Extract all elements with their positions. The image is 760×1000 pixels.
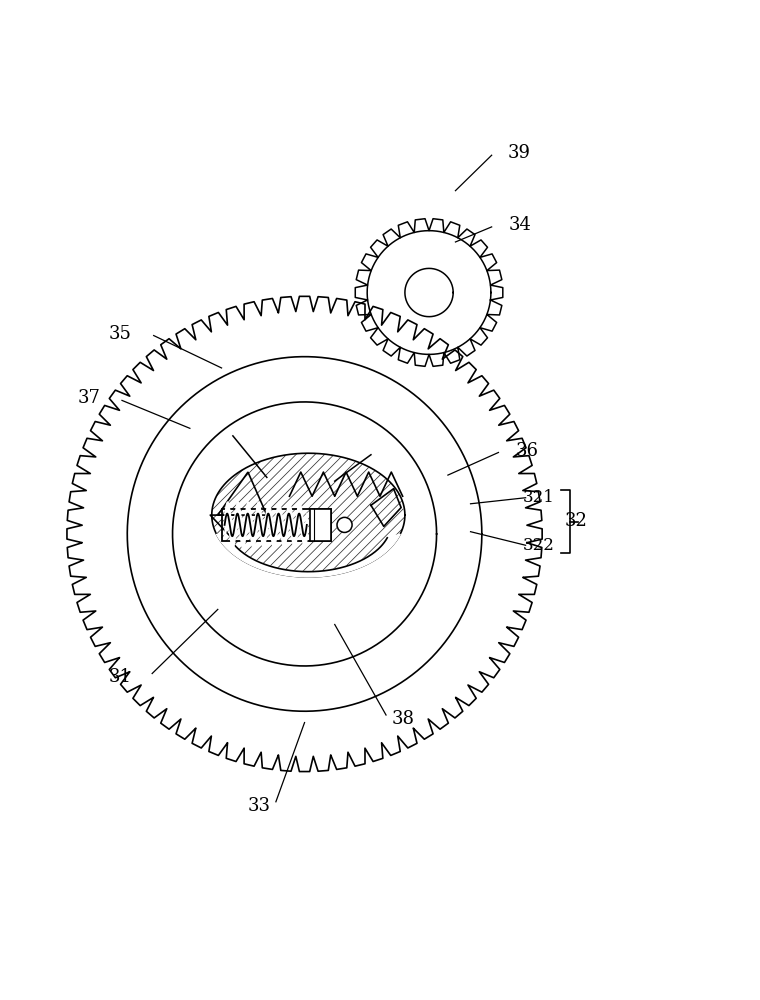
- Text: 35: 35: [108, 325, 131, 343]
- Bar: [310, 509, 331, 541]
- Bar: [222, 509, 331, 541]
- Text: 31: 31: [108, 668, 131, 686]
- Text: 321: 321: [522, 489, 554, 506]
- Text: 34: 34: [508, 216, 531, 234]
- Text: 39: 39: [508, 144, 531, 162]
- Text: 37: 37: [78, 389, 101, 407]
- Polygon shape: [212, 453, 405, 577]
- Bar: [222, 509, 331, 541]
- Text: 36: 36: [515, 442, 539, 460]
- Text: 33: 33: [248, 797, 271, 815]
- Text: 32: 32: [565, 512, 587, 530]
- Circle shape: [337, 517, 352, 532]
- Text: 322: 322: [522, 537, 554, 554]
- Text: 38: 38: [391, 710, 414, 728]
- Polygon shape: [217, 534, 401, 577]
